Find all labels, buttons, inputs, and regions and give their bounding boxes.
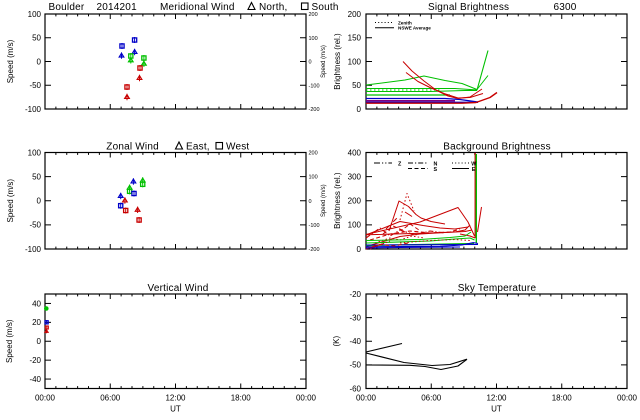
svg-text:200: 200: [348, 197, 362, 206]
svg-text:6300: 6300: [554, 2, 577, 13]
svg-text:UT: UT: [491, 405, 502, 414]
svg-text:-40: -40: [29, 375, 41, 384]
svg-text:-50: -50: [29, 81, 41, 90]
svg-text:100: 100: [309, 175, 318, 181]
svg-text:00:00: 00:00: [296, 394, 317, 403]
svg-text:West: West: [226, 142, 249, 153]
svg-text:Vertical Wind: Vertical Wind: [148, 283, 209, 294]
svg-text:12:00: 12:00: [165, 394, 186, 403]
svg-text:0: 0: [309, 60, 312, 66]
svg-text:-50: -50: [29, 221, 41, 230]
svg-text:E: E: [472, 167, 476, 173]
svg-text:Zonal Wind: Zonal Wind: [106, 142, 159, 153]
svg-text:0: 0: [357, 105, 362, 114]
svg-text:-40: -40: [349, 337, 361, 346]
svg-text:200: 200: [348, 10, 362, 19]
svg-text:Meridional Wind: Meridional Wind: [160, 2, 235, 13]
svg-text:(K): (K): [332, 336, 341, 347]
svg-text:50: 50: [32, 172, 41, 181]
svg-text:100: 100: [348, 57, 362, 66]
svg-text:40: 40: [32, 299, 41, 308]
svg-text:-100: -100: [309, 83, 320, 89]
svg-text:W: W: [471, 161, 477, 167]
svg-text:00:00: 00:00: [35, 394, 56, 403]
svg-text:200: 200: [309, 12, 318, 18]
svg-text:-20: -20: [349, 290, 361, 299]
svg-text:06:00: 06:00: [421, 394, 442, 403]
svg-text:East,: East,: [186, 142, 210, 153]
svg-text:-100: -100: [25, 105, 42, 114]
svg-text:50: 50: [352, 81, 361, 90]
svg-text:Sky Temperature: Sky Temperature: [458, 283, 537, 294]
svg-text:00:00: 00:00: [617, 394, 638, 403]
svg-text:00:00: 00:00: [356, 394, 377, 403]
svg-text:-60: -60: [349, 384, 361, 393]
svg-text:Speed (m/s): Speed (m/s): [321, 184, 327, 217]
svg-text:400: 400: [348, 148, 362, 157]
svg-text:100: 100: [309, 36, 318, 42]
svg-text:18:00: 18:00: [552, 394, 573, 403]
svg-text:2014201: 2014201: [97, 2, 138, 13]
svg-text:-200: -200: [309, 107, 320, 113]
svg-text:50: 50: [32, 34, 41, 43]
svg-text:0: 0: [309, 199, 312, 205]
svg-text:100: 100: [28, 10, 42, 19]
svg-text:18:00: 18:00: [231, 394, 252, 403]
svg-text:N: N: [434, 161, 438, 167]
svg-text:Signal Brightness: Signal Brightness: [428, 2, 509, 13]
svg-text:300: 300: [348, 172, 362, 181]
svg-text:-100: -100: [25, 245, 42, 254]
svg-text:-50: -50: [349, 361, 361, 370]
svg-text:Speed (m/s): Speed (m/s): [6, 179, 15, 223]
svg-text:06:00: 06:00: [100, 394, 121, 403]
svg-text:UT: UT: [170, 405, 181, 414]
svg-text:-30: -30: [349, 313, 361, 322]
svg-text:South: South: [312, 2, 339, 13]
svg-text:Zenith: Zenith: [398, 20, 412, 25]
svg-text:-200: -200: [309, 247, 320, 253]
svg-text:Boulder: Boulder: [49, 2, 85, 13]
svg-text:100: 100: [348, 221, 362, 230]
svg-text:Speed (m/s): Speed (m/s): [5, 319, 14, 363]
svg-text:North,: North,: [259, 2, 287, 13]
svg-text:12:00: 12:00: [486, 394, 507, 403]
svg-text:S: S: [434, 167, 438, 173]
svg-text:-100: -100: [309, 223, 320, 229]
svg-text:0: 0: [37, 337, 42, 346]
svg-text:0: 0: [37, 197, 42, 206]
svg-text:Brightness (rel.): Brightness (rel.): [333, 172, 342, 229]
svg-text:-20: -20: [29, 356, 41, 365]
svg-text:Z: Z: [398, 161, 402, 167]
svg-text:100: 100: [28, 148, 42, 157]
svg-text:0: 0: [357, 245, 362, 254]
svg-text:Speed (m/s): Speed (m/s): [6, 39, 15, 83]
svg-text:Speed (m/s): Speed (m/s): [321, 45, 327, 78]
svg-text:Brightness (rel.): Brightness (rel.): [333, 33, 342, 90]
svg-text:0: 0: [37, 57, 42, 66]
svg-text:200: 200: [309, 151, 318, 157]
svg-text:Background Brightness: Background Brightness: [443, 142, 551, 153]
svg-text:NSWE Average: NSWE Average: [398, 26, 431, 31]
svg-text:150: 150: [348, 34, 362, 43]
svg-text:20: 20: [32, 318, 41, 327]
